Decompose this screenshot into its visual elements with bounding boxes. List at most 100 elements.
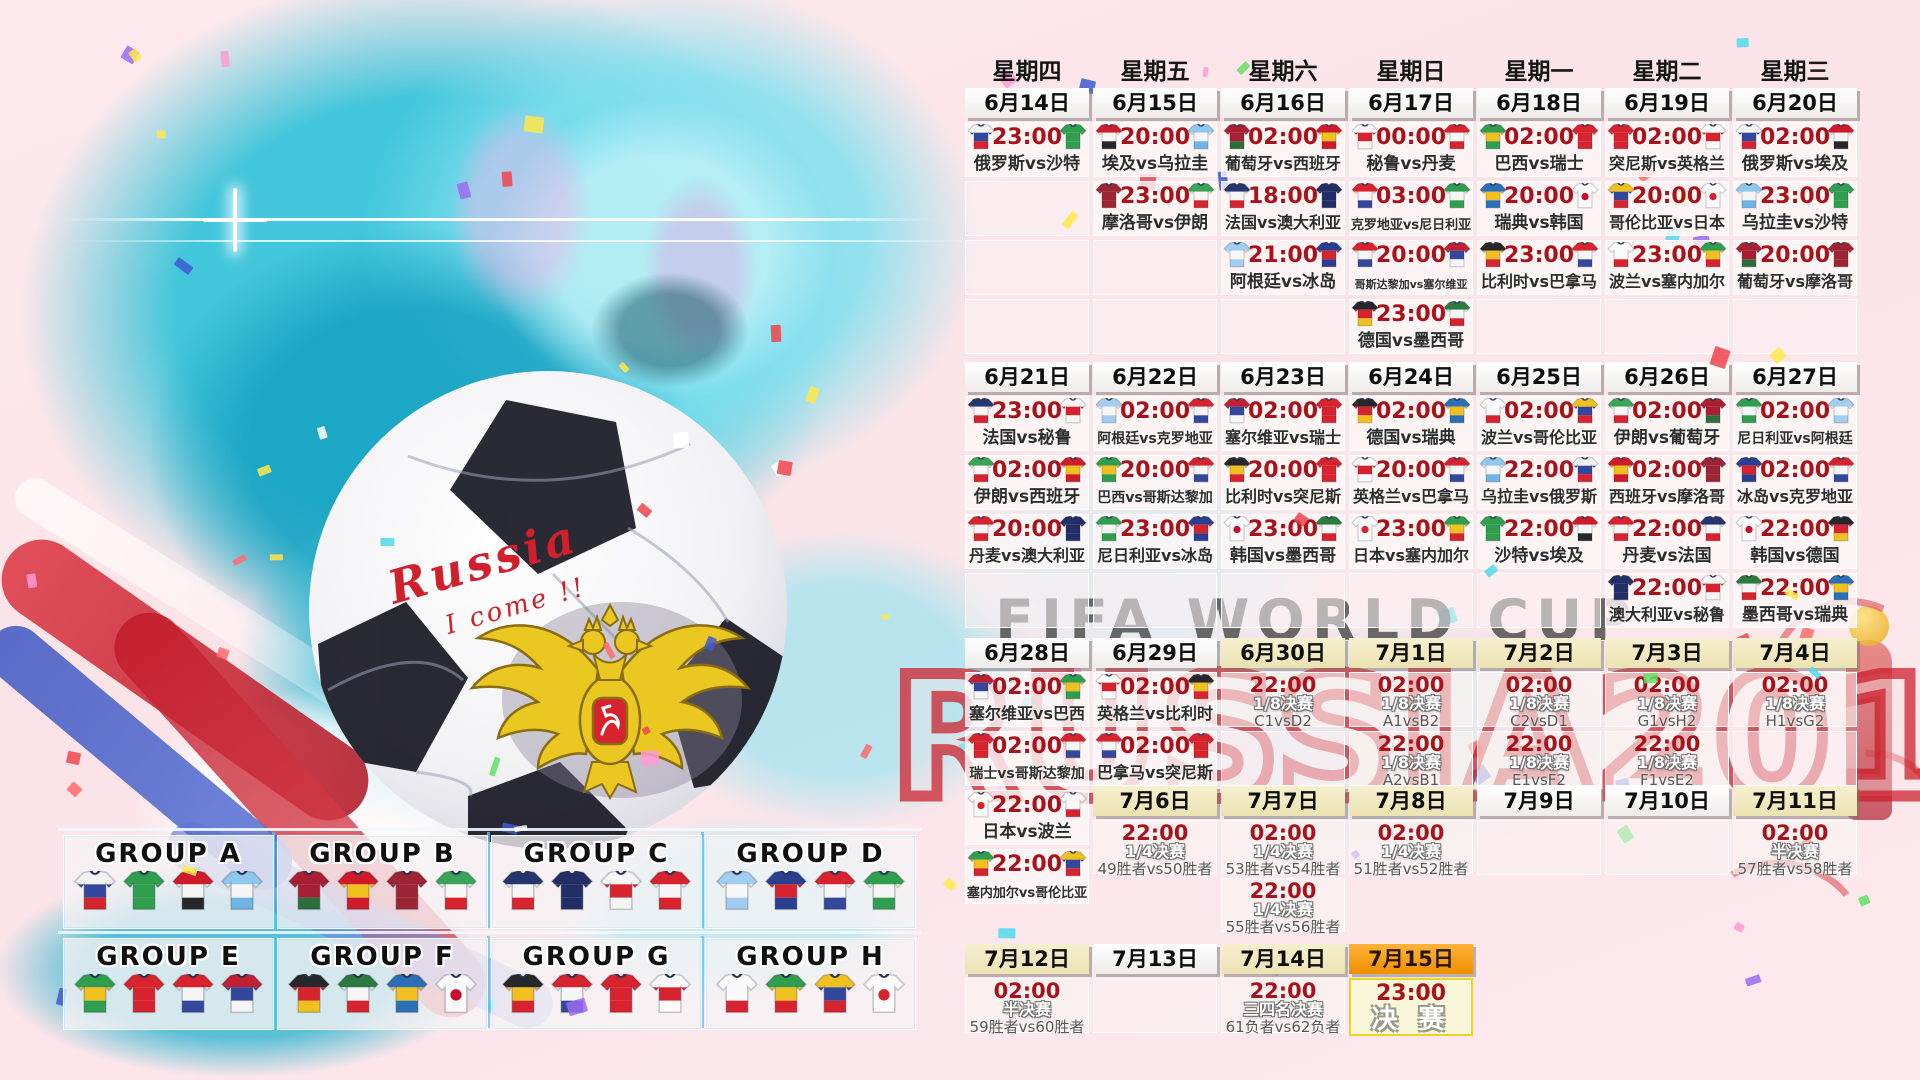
match-time: 23:00 — [991, 125, 1063, 150]
empty-cell — [1093, 978, 1217, 1033]
knockout-time: 02:00 — [1761, 673, 1829, 697]
jersey-icon — [1095, 124, 1123, 150]
jersey-icon — [1351, 457, 1379, 483]
knockout-cell: 22:00 1/8决赛 A2vsB1 — [1349, 731, 1473, 788]
empty-cell — [1349, 573, 1473, 628]
confetti-piece — [523, 115, 545, 134]
match-time: 02:00 — [991, 734, 1063, 759]
jersey-icon — [501, 974, 545, 1014]
stage-label: 1/4决赛 — [1252, 900, 1314, 920]
match-name: 日本vs塞内加尔 — [1353, 546, 1469, 565]
date-pill: 6月17日 — [1349, 88, 1473, 118]
confetti-piece — [943, 877, 958, 892]
knockout-cell: 02:00 1/8决赛 C2vsD1 — [1477, 672, 1601, 729]
jersey-icon — [1699, 124, 1727, 150]
teams-label: 57胜者vs58胜者 — [1737, 859, 1853, 878]
match-time: 00:00 — [1375, 125, 1447, 150]
jersey-icon — [1699, 183, 1727, 209]
match-cell: 02:00 俄罗斯vs埃及 — [1733, 122, 1857, 177]
group-panel: GROUP F — [277, 938, 488, 1030]
match-time: 20:00 — [991, 517, 1063, 542]
match-time: 23:00 — [1631, 243, 1703, 268]
jersey-icon — [1187, 398, 1215, 424]
jersey-icon — [287, 974, 331, 1014]
jersey-icon — [434, 871, 478, 911]
match-name: 英格兰vs巴拿马 — [1353, 487, 1469, 506]
stage-label: 1/4决赛 — [1252, 842, 1314, 862]
match-time: 23:00 — [1375, 517, 1447, 542]
match-time: 02:00 — [1759, 399, 1831, 424]
match-time: 02:00 — [1375, 399, 1447, 424]
match-time: 23:00 — [991, 399, 1063, 424]
confetti-piece — [502, 171, 514, 187]
match-name: 沙特vs埃及 — [1494, 546, 1584, 566]
match-name: 比利时vs突尼斯 — [1225, 487, 1341, 506]
confetti-piece — [456, 181, 472, 200]
date-pill: 6月15日 — [1093, 88, 1217, 118]
date-pill: 6月25日 — [1477, 362, 1601, 392]
stage-label: 1/8决赛 — [1636, 753, 1698, 773]
group-panel: GROUP H — [705, 938, 916, 1030]
stage-label: 三四名决赛 — [1242, 1000, 1323, 1020]
jersey-icon — [1735, 183, 1763, 209]
match-cell: 23:00 法国vs秘鲁 — [965, 396, 1089, 451]
match-time: 02:00 — [1631, 125, 1703, 150]
teams-label: F1vsE2 — [1640, 770, 1694, 789]
match-name: 塞内加尔vs哥伦比亚 — [966, 886, 1088, 901]
jersey-icon — [550, 871, 594, 911]
stage-label: 1/8决赛 — [1252, 694, 1314, 714]
empty-cell — [1093, 573, 1217, 628]
date-pill: 6月29日 — [1093, 638, 1217, 668]
jersey-icon — [813, 871, 857, 911]
knockout-cell: 02:00 1/8决赛 G1vsH2 — [1605, 672, 1729, 729]
group-frame-line — [58, 931, 922, 934]
match-name: 英格兰vs比利时 — [1097, 704, 1213, 723]
knockout-time: 22:00 — [1249, 673, 1317, 697]
confetti-piece — [26, 572, 38, 588]
match-cell: 02:00 巴拿马vs突尼斯 — [1093, 731, 1217, 786]
jersey-icon — [1479, 398, 1507, 424]
confetti-piece — [65, 750, 82, 766]
match-cell: 20:00 丹麦vs澳大利亚 — [965, 514, 1089, 569]
jersey-icon — [1827, 124, 1855, 150]
match-time: 02:00 — [991, 675, 1063, 700]
knockout-cell: 02:00 半决赛 57胜者vs58胜者 — [1733, 820, 1857, 877]
stage-label: 1/8决赛 — [1380, 753, 1442, 773]
empty-cell — [965, 573, 1089, 628]
empty-cell — [965, 181, 1089, 236]
jersey-icon — [1571, 457, 1599, 483]
match-cell: 20:00 葡萄牙vs摩洛哥 — [1733, 240, 1857, 295]
match-cell: 02:00 尼日利亚vs阿根廷 — [1733, 396, 1857, 451]
match-time: 18:00 — [1247, 184, 1319, 209]
match-name: 法国vs秘鲁 — [982, 428, 1072, 448]
match-time: 23:00 — [1119, 517, 1191, 542]
jersey-icon — [1607, 183, 1635, 209]
date-pill: 6月24日 — [1349, 362, 1473, 392]
match-name: 韩国vs墨西哥 — [1229, 546, 1337, 566]
match-time: 22:00 — [1759, 517, 1831, 542]
date-pill: 6月19日 — [1605, 88, 1729, 118]
match-cell: 02:00 阿根廷vs克罗地亚 — [1093, 396, 1217, 451]
jersey-icon — [1351, 124, 1379, 150]
date-pill: 7月11日 — [1733, 786, 1857, 816]
group-panel: GROUP A — [63, 835, 274, 929]
jersey-icon — [1187, 516, 1215, 542]
stage-label: 1/8决赛 — [1508, 753, 1570, 773]
knockout-time: 02:00 — [1505, 673, 1573, 697]
date-pill: 6月27日 — [1733, 362, 1857, 392]
jersey-icon — [501, 871, 545, 911]
empty-cell — [1093, 299, 1217, 354]
jersey-icon — [1443, 457, 1471, 483]
match-time: 22:00 — [1631, 576, 1703, 601]
weekday-label: 星期三 — [1760, 59, 1830, 85]
jersey-icon — [1735, 575, 1763, 601]
match-cell: 23:00 韩国vs墨西哥 — [1221, 514, 1345, 569]
confetti-piece — [805, 386, 821, 405]
group-panel: GROUP G — [491, 938, 702, 1030]
jersey-icon — [1351, 516, 1379, 542]
jersey-icon — [1351, 242, 1379, 268]
jersey-icon — [1187, 674, 1215, 700]
knockout-time: 22:00 — [1249, 879, 1317, 903]
match-name: 德国vs瑞典 — [1366, 428, 1456, 448]
match-time: 02:00 — [1631, 399, 1703, 424]
